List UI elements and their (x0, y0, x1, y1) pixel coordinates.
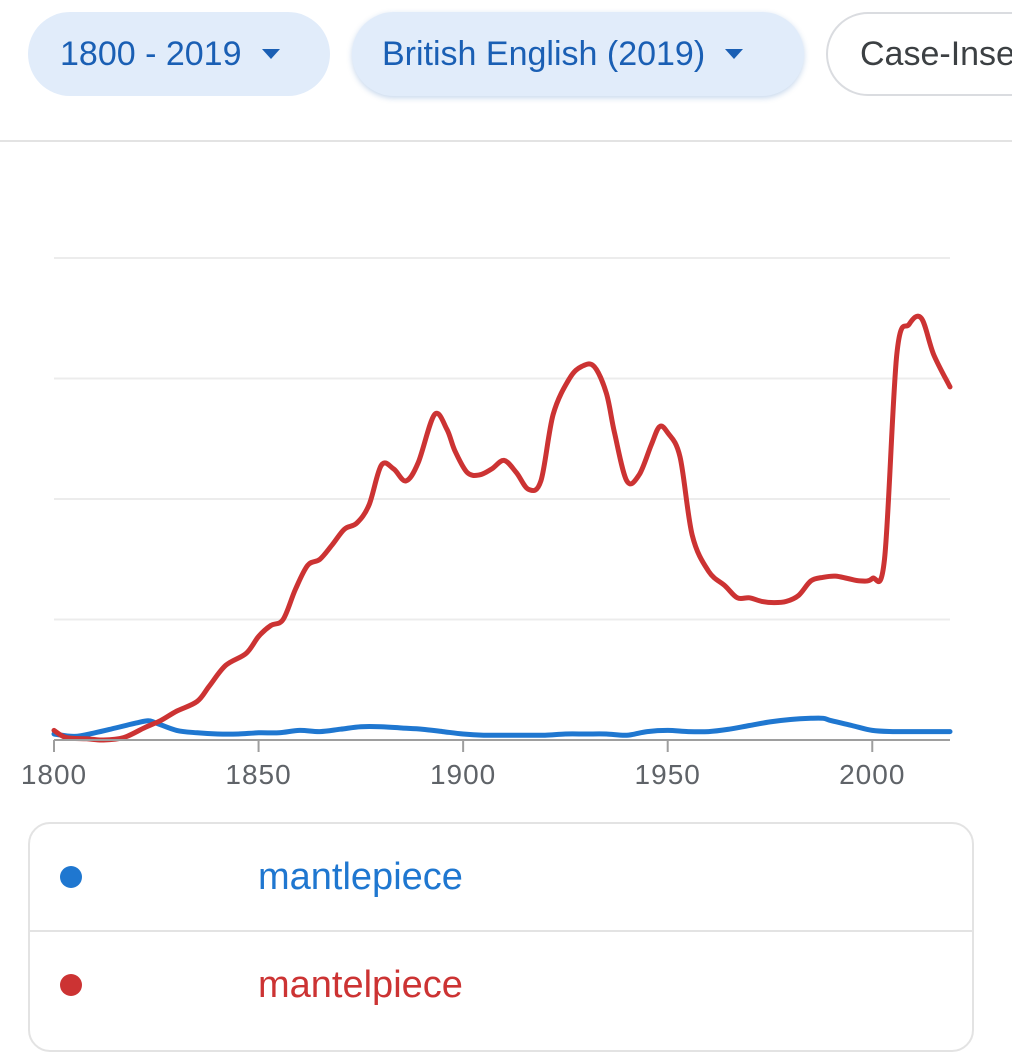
corpus-label: British English (2019) (382, 34, 706, 73)
legend-item-mantlepiece[interactable]: mantlepiece (30, 824, 972, 930)
x-tick-label: 1950 (635, 759, 701, 790)
x-tick-label: 1850 (225, 759, 291, 790)
x-tick-label: 1800 (21, 759, 87, 790)
case-sensitivity-toggle[interactable]: Case-Insensitive (826, 12, 1012, 96)
legend-term: mantlepiece (258, 855, 463, 898)
legend: mantlepiece mantelpiece (28, 822, 974, 1052)
series-line-mantlepiece[interactable] (51, 715, 953, 739)
x-tick-label: 1900 (430, 759, 496, 790)
corpus-dropdown[interactable]: British English (2019) (352, 12, 804, 96)
ngram-line-chart: 1800 1850 1900 1950 2000 (21, 257, 953, 790)
legend-item-mantelpiece[interactable]: mantelpiece (30, 930, 972, 1038)
series-line-mantelpiece[interactable] (51, 313, 953, 743)
chart-series (51, 313, 953, 743)
legend-term: mantelpiece (258, 963, 463, 1006)
case-label: Case-Insensitive (860, 34, 1012, 73)
series-color-dot (60, 866, 82, 888)
chevron-down-icon (261, 49, 280, 59)
filter-bar: 1800 - 2019 British English (2019) Case-… (0, 0, 1012, 142)
chart-gridlines (54, 257, 950, 621)
chevron-down-icon (725, 49, 744, 59)
x-tick-label: 2000 (839, 759, 905, 790)
x-axis-ticks: 1800 1850 1900 1950 2000 (21, 740, 905, 790)
year-range-dropdown[interactable]: 1800 - 2019 (28, 12, 330, 96)
year-range-label: 1800 - 2019 (60, 34, 242, 73)
series-color-dot (60, 974, 82, 996)
